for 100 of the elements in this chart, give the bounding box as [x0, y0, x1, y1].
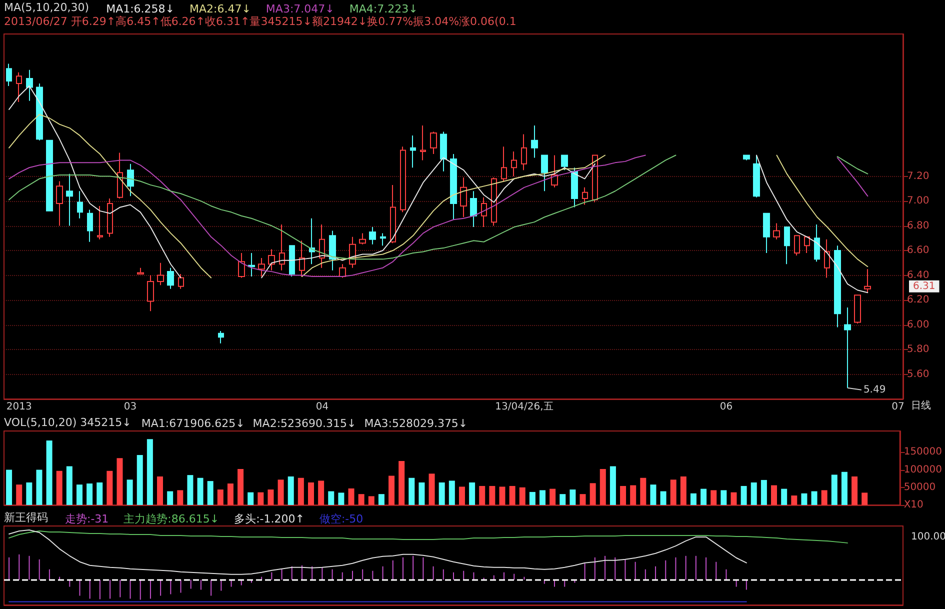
y-tick-label: 150000 [904, 446, 942, 458]
candlestick [420, 125, 426, 161]
candlestick [127, 163, 134, 197]
candlestick [380, 232, 386, 246]
bar [791, 495, 798, 505]
candlestick [794, 235, 800, 256]
x-tick-label: 07 [892, 402, 904, 412]
x-tick-label: 2013 [6, 402, 32, 412]
candlestick [16, 72, 22, 103]
y-tick-label: 7.00 [907, 196, 930, 207]
bar [750, 482, 757, 505]
candlestick [844, 306, 851, 388]
candlestick [329, 230, 336, 271]
candlestick [804, 236, 810, 254]
candlestick [77, 190, 83, 219]
candlestick [430, 131, 437, 155]
bar [157, 476, 164, 505]
candlestick [56, 180, 63, 226]
bar [16, 484, 22, 505]
candlestick [501, 146, 507, 182]
x-tick-label: 13/04/26,五 [495, 402, 554, 412]
candlestick [784, 226, 790, 265]
bar [700, 488, 707, 505]
candlestick [279, 224, 285, 271]
bar [550, 488, 556, 505]
bar [640, 478, 646, 505]
bar [76, 484, 82, 505]
bar [258, 492, 264, 505]
bar [600, 469, 606, 505]
chart-subtitle: 2013/06/27 开6.29↑高6.45↑低6.26↑收6.31↑量345215↓额21942↓换0.77%振3.04%涨0.06(0.1 [4, 15, 516, 28]
chart-title: VOL(5,10,20) 345215↓ [4, 416, 132, 429]
bar [590, 483, 596, 505]
bar [438, 482, 445, 505]
candlestick [369, 226, 376, 245]
bar [740, 486, 747, 505]
y-tick-label: X10 [904, 500, 924, 510]
bar [167, 491, 174, 505]
y-tick-label: 7.20 [907, 170, 930, 182]
candlestick [743, 154, 750, 161]
candlestick [592, 154, 598, 203]
bar [831, 474, 838, 505]
bar [660, 491, 666, 505]
bar [448, 480, 455, 505]
candlestick [299, 240, 305, 278]
text: 多头:-1.200↑ [234, 512, 304, 526]
bar [217, 489, 224, 505]
candlestick [571, 167, 578, 208]
x-tick-label: 04 [316, 402, 329, 412]
candlestick [66, 173, 73, 226]
candlestick [178, 274, 184, 290]
bar [348, 488, 354, 505]
candlestick [491, 177, 497, 226]
text: MA3:7.047↓ [266, 2, 334, 16]
bar [318, 480, 324, 505]
candlestick [531, 125, 538, 158]
text: MA2:523690.315↓ [252, 417, 356, 430]
candlestick [541, 154, 548, 192]
text: 6.31 [913, 280, 936, 292]
bar [418, 482, 425, 505]
chart-title: MA(5,10,20,30) [4, 1, 90, 14]
candlestick [319, 224, 325, 268]
bar [479, 486, 486, 505]
bar [821, 490, 828, 505]
bar [509, 486, 516, 505]
bar [298, 478, 304, 505]
candlestick [97, 205, 103, 240]
bar [86, 484, 93, 505]
candlestick [582, 186, 588, 206]
bar [187, 475, 194, 505]
candlestick [26, 69, 33, 102]
candlestick [824, 238, 830, 278]
candlestick [107, 198, 113, 238]
bar [710, 490, 717, 505]
bar [408, 478, 415, 505]
bar [720, 490, 727, 505]
text: MA4:7.223↓ [349, 2, 418, 16]
bar [106, 470, 113, 505]
y-tick-label: 6.60 [907, 245, 930, 256]
candlestick [6, 63, 12, 86]
y-tick-label: 100000 [904, 464, 942, 476]
candlestick [551, 154, 558, 188]
y-tick-label: 6.80 [907, 220, 930, 232]
series-label: 主力趋势:86.615↓ [124, 512, 220, 526]
y-tick-label: 50000 [904, 482, 936, 493]
candlestick [218, 330, 224, 344]
text: MA1:671906.625↓ [141, 417, 245, 430]
bar [428, 474, 435, 505]
bar [499, 486, 506, 505]
x-tick-label: 06 [720, 402, 733, 412]
candlestick [167, 267, 174, 290]
candlestick [773, 222, 780, 240]
candlestick [854, 294, 861, 324]
bar [730, 492, 737, 505]
candlestick [137, 267, 144, 275]
bar [680, 476, 686, 505]
bar [116, 458, 123, 505]
bar [852, 476, 858, 505]
bar [760, 480, 767, 505]
candlestick [834, 245, 841, 328]
bar [801, 493, 808, 505]
